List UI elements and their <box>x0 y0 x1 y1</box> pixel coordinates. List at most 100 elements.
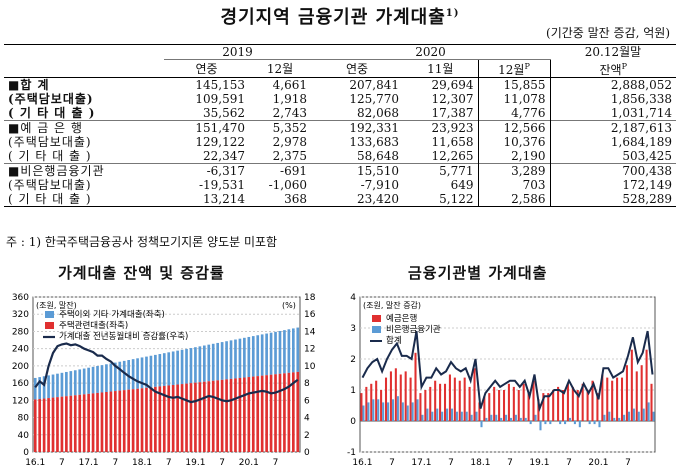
row-value: 109,591 <box>195 92 245 106</box>
unit-label: (기간중 말잔 증감, 억원) <box>546 26 670 40</box>
bar-other <box>229 340 233 379</box>
y-tick-label: 240 <box>12 345 29 355</box>
bar-other <box>87 367 90 394</box>
bar-deposit <box>439 383 442 421</box>
row-label: ■합 계 <box>8 78 50 92</box>
bar-nonbank <box>608 411 611 421</box>
row-value: 151,470 <box>195 121 245 135</box>
table-row: ■예 금 은 행 151,470 5,352 192,331 23,923 12,566 2… <box>4 120 676 135</box>
bar-deposit <box>532 380 535 421</box>
bar-nonbank <box>568 417 572 421</box>
year-balance: 20.12월말 <box>584 45 642 60</box>
row-label: ( 기 타 대 출 ) <box>8 106 96 120</box>
bar-deposit <box>522 383 525 421</box>
year-2019: 2019 <box>164 44 311 60</box>
y2-tick-label: 0 <box>304 448 310 458</box>
row-value: 145,153 <box>195 78 245 92</box>
bar-deposit <box>434 380 437 421</box>
row-value: -1,060 <box>268 178 307 192</box>
bar-deposit <box>375 380 378 421</box>
bar-other <box>100 365 104 393</box>
bar-other <box>65 371 68 397</box>
row-value: -7,910 <box>360 178 399 192</box>
bar-housing <box>105 391 108 452</box>
bar-housing <box>274 374 277 452</box>
bar-nonbank <box>539 421 542 431</box>
y2-tick-label: 18 <box>304 293 316 303</box>
bar-nonbank <box>475 411 478 421</box>
bar-other <box>287 329 291 373</box>
bar-housing <box>69 395 73 452</box>
bar-housing <box>256 376 260 452</box>
bar-deposit <box>645 349 648 421</box>
bar-other <box>78 369 82 395</box>
bar-nonbank <box>411 402 414 421</box>
bar-housing <box>243 377 246 452</box>
bar-deposit <box>601 374 604 421</box>
bar-housing <box>158 386 162 452</box>
bar-deposit <box>389 371 392 421</box>
row-value: 1,031,714 <box>610 106 672 120</box>
bar-other <box>42 376 46 399</box>
bar-deposit <box>404 371 407 421</box>
row-value: 11,658 <box>431 135 474 149</box>
row-value: 5,122 <box>439 192 474 206</box>
bar-other <box>171 351 175 385</box>
y-tick-label: 0 <box>23 448 29 458</box>
bar-other <box>38 377 42 400</box>
row-value: 11,078 <box>477 92 551 106</box>
bar-other <box>225 341 228 380</box>
bar-nonbank <box>588 421 591 425</box>
bar-nonbank <box>416 399 419 421</box>
bar-housing <box>176 384 179 452</box>
page-title: 경기지역 금융기관 가계대출1) <box>220 7 460 28</box>
row-value: 2,888,052 <box>610 78 672 92</box>
bar-housing <box>287 372 291 452</box>
row-value: 12,265 <box>431 149 474 163</box>
year-2020: 2020 <box>311 44 550 60</box>
bar-housing <box>131 389 135 452</box>
table-row: ( 기 타 대 출 ) 13,214 368 23,420 5,122 2,586 528,… <box>4 192 676 207</box>
bar-other <box>283 330 286 374</box>
row-value: 82,068 <box>357 106 399 120</box>
x-tick-label: 7 <box>389 458 395 468</box>
bar-other <box>118 361 122 391</box>
bar-housing <box>100 392 104 452</box>
bar-deposit <box>502 390 506 421</box>
bar-nonbank <box>372 399 375 421</box>
bar-other <box>47 375 50 399</box>
plot-frame <box>32 296 301 453</box>
col-balance: 잔액P <box>599 61 627 77</box>
bar-housing <box>171 384 175 452</box>
y2-tick-label: 16 <box>304 310 316 320</box>
bar-other <box>51 374 55 398</box>
bar-housing <box>251 376 255 452</box>
bar-other <box>162 353 166 386</box>
row-value: 3,289 <box>477 163 551 178</box>
row-label: (주택담보대출) <box>8 178 92 192</box>
bar-nonbank <box>387 402 390 421</box>
bar-housing <box>202 381 206 452</box>
bar-nonbank <box>406 405 409 421</box>
bar-other <box>202 345 206 382</box>
bar-housing <box>229 378 233 452</box>
bar-deposit <box>443 383 447 421</box>
bar-nonbank <box>519 417 522 421</box>
bar-housing <box>167 385 171 452</box>
bar-other <box>216 342 220 381</box>
bar-nonbank <box>509 417 513 421</box>
y-tick-label: 1 <box>350 386 356 396</box>
legend-swatch <box>45 311 54 318</box>
bar-nonbank <box>362 405 365 421</box>
row-label: ■비은행금융기관 <box>8 164 105 178</box>
bar-nonbank <box>573 421 576 425</box>
row-value: 528,289 <box>622 192 672 206</box>
bar-deposit <box>458 380 461 421</box>
row-value: 2,743 <box>272 106 307 120</box>
x-tick-label: 7 <box>507 458 513 468</box>
bar-housing <box>296 371 300 452</box>
bar-other <box>113 362 117 392</box>
y-tick-label: 120 <box>12 396 29 406</box>
legend-label: 예금은행 <box>386 313 417 324</box>
bar-housing <box>234 378 237 452</box>
